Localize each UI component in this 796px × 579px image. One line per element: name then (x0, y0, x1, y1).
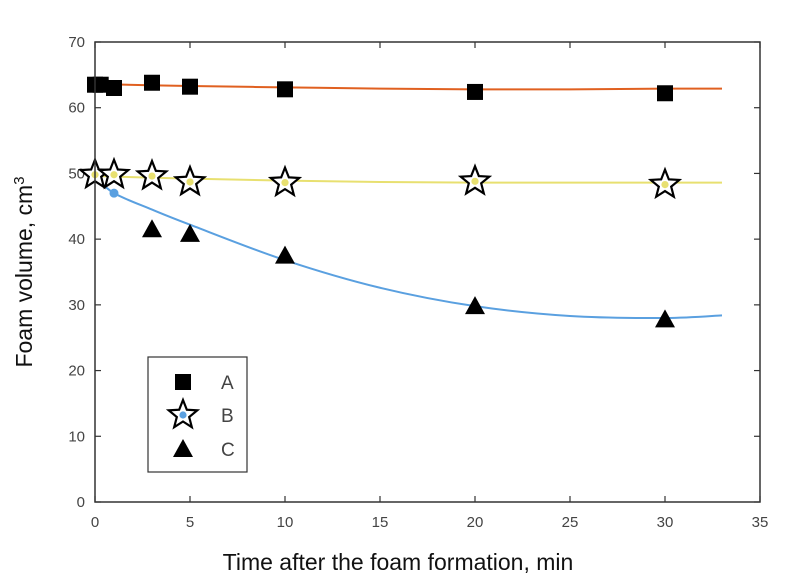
point-b-center (471, 177, 479, 185)
x-tick-label: 30 (657, 514, 674, 531)
legend: A B C (147, 356, 248, 473)
point-c (275, 245, 295, 264)
point-c (142, 219, 162, 238)
y-tick-label: 50 (68, 165, 85, 182)
point-a (277, 81, 293, 98)
ticks-layer: 0 5 10 15 20 25 30 35 0 10 20 30 40 50 60 70 (68, 34, 768, 531)
point-b-center (110, 171, 118, 179)
x-tick-label: 0 (91, 514, 99, 531)
x-tick-label: 15 (372, 514, 389, 531)
point-a (92, 76, 109, 93)
point-c (109, 188, 119, 198)
legend-label-b: B (221, 406, 234, 427)
legend-marker-c (173, 439, 193, 457)
y-axis-title-sup: 3 (11, 176, 28, 184)
point-b-center (186, 178, 194, 186)
x-tick-label: 10 (277, 514, 294, 531)
x-tick-label: 5 (186, 514, 194, 531)
legend-markers (165, 374, 201, 457)
fit-curves (94, 83, 723, 320)
y-tick-label: 10 (68, 428, 85, 445)
legend-label-c: C (221, 440, 235, 461)
legend-marker-b-center (179, 411, 187, 419)
y-tick-label: 0 (77, 494, 85, 511)
legend-marker-a (175, 374, 191, 390)
point-a (657, 85, 673, 102)
point-a (106, 80, 122, 96)
plot-frame (94, 41, 761, 503)
y-tick-label: 30 (68, 297, 85, 314)
y-tick-label: 40 (68, 231, 85, 248)
x-tick-label: 20 (467, 514, 484, 531)
x-axis-title: Time after the foam formation, min (223, 549, 574, 575)
point-a (182, 78, 198, 95)
y-tick-label: 70 (68, 34, 85, 51)
y-tick-label: 20 (68, 363, 85, 380)
fit-curve-c (94, 175, 723, 320)
legend-box (147, 356, 248, 473)
x-tick-label: 35 (752, 514, 769, 531)
legend-label-a: A (221, 373, 234, 394)
y-axis-title: Foam volume, cm3 (11, 176, 37, 367)
y-axis-title-main: Foam volume, cm (11, 185, 37, 368)
x-tick-label: 25 (562, 514, 579, 531)
point-a (467, 83, 483, 100)
point-b-center (661, 181, 669, 189)
point-c (180, 223, 200, 242)
y-tick-label: 60 (68, 100, 85, 117)
point-b-center (281, 179, 289, 187)
point-c (465, 296, 485, 315)
point-c (655, 309, 675, 328)
data-markers (77, 74, 683, 328)
point-b-center (148, 172, 156, 180)
point-a (144, 74, 160, 91)
